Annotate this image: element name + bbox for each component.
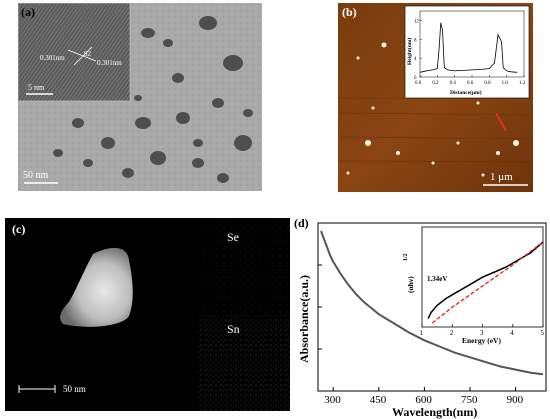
inset-x-tick-label: 0.2 (432, 81, 439, 86)
inset-y-tick-label: 8 (414, 38, 417, 43)
x-tick-label: 900 (507, 394, 524, 406)
panel-c: Se Sn 50 nm (c) (5, 218, 290, 411)
inset-x-tick-label: 0.6 (467, 81, 474, 86)
panel-d: 300 450 600 750 900 Wavelength(nm) Absorbanc… (290, 215, 550, 419)
tem-image: 0.301nm 0.301nm 92 5 nm 50 nm (18, 3, 262, 191)
panel-b: 1 μm 0.0 0.2 0.4 0.6 0.8 1.0 1.2 0 4 8 12 Distance… (338, 3, 533, 192)
inset-ylabel: Height(nm) (406, 38, 413, 65)
scale-label: 50 nm (63, 384, 86, 394)
profile-curve (419, 22, 518, 73)
lattice-label-1: 0.301nm (40, 54, 65, 62)
haadf-image: Se Sn 50 nm (5, 218, 290, 411)
y-axis-label: Absorbance(a.u.) (297, 275, 311, 363)
inset-x-tick-label: 5 (541, 329, 545, 337)
inset-y-tick-label: 12 (414, 19, 420, 24)
tauc-inset: 1 2 3 4 5 Energy (eV) (αhν) 1/2 1.34eV (403, 226, 545, 345)
inset-x-tick-label: 1.0 (502, 81, 509, 86)
inset-scale-label: 5 nm (28, 83, 45, 92)
inset-xlabel: Distance(μm) (450, 89, 482, 96)
scale-label: 50 nm (23, 170, 49, 181)
scale-label: 1 μm (490, 171, 513, 183)
panel-label-c: (c) (12, 222, 26, 236)
uvvis-chart: 300 450 600 750 900 Wavelength(nm) Absorbanc… (297, 222, 547, 419)
inset-x-tick-label: 3 (480, 329, 484, 337)
nanoparticles (53, 16, 253, 183)
inset-x-tick-label: 1.2 (519, 81, 526, 86)
x-axis-label: Wavelength(nm) (392, 405, 477, 419)
x-tick-label: 300 (324, 394, 341, 406)
sn-map (197, 315, 290, 411)
lattice-label-2: 0.301nm (97, 59, 122, 67)
x-tick-label: 750 (461, 394, 478, 406)
inset-y-tick-label: 4 (414, 57, 417, 62)
inset-ylabel-exp: 1/2 (403, 253, 409, 261)
panel-label-a: (a) (21, 5, 35, 19)
absorbance-curve (320, 230, 544, 376)
inset-ylabel: (αhν) (406, 276, 415, 293)
x-tick-label: 600 (415, 394, 432, 406)
se-label: Se (227, 230, 239, 244)
inset-x-tick-label: 0.4 (450, 81, 457, 86)
se-map (197, 218, 290, 314)
linear-fit (431, 241, 544, 324)
inset-x-tick-label: 0.0 (415, 81, 422, 86)
inset-y-tick-label: 0 (414, 76, 417, 81)
bandgap-label: 1.34eV (427, 275, 447, 283)
angle-label: 92 (84, 50, 92, 58)
inset-x-tick-label: 1 (420, 329, 424, 337)
afm-image: 1 μm 0.0 0.2 0.4 0.6 0.8 1.0 1.2 0 4 8 12 Distance… (338, 3, 533, 192)
inset-x-tick-label: 4 (510, 329, 514, 337)
nanoparticle (60, 247, 133, 327)
sn-label: Sn (227, 322, 240, 336)
panel-label-d: (d) (294, 216, 309, 230)
inset-x-tick-label: 2 (450, 329, 454, 337)
inset-x-tick-label: 0.8 (484, 81, 491, 86)
profile-line (495, 112, 507, 132)
panel-label-b: (b) (342, 5, 357, 19)
x-tick-label: 450 (370, 394, 387, 406)
inset-xlabel: Energy (eV) (462, 336, 501, 345)
panel-a: 0.301nm 0.301nm 92 5 nm 50 nm (a) (18, 3, 262, 191)
